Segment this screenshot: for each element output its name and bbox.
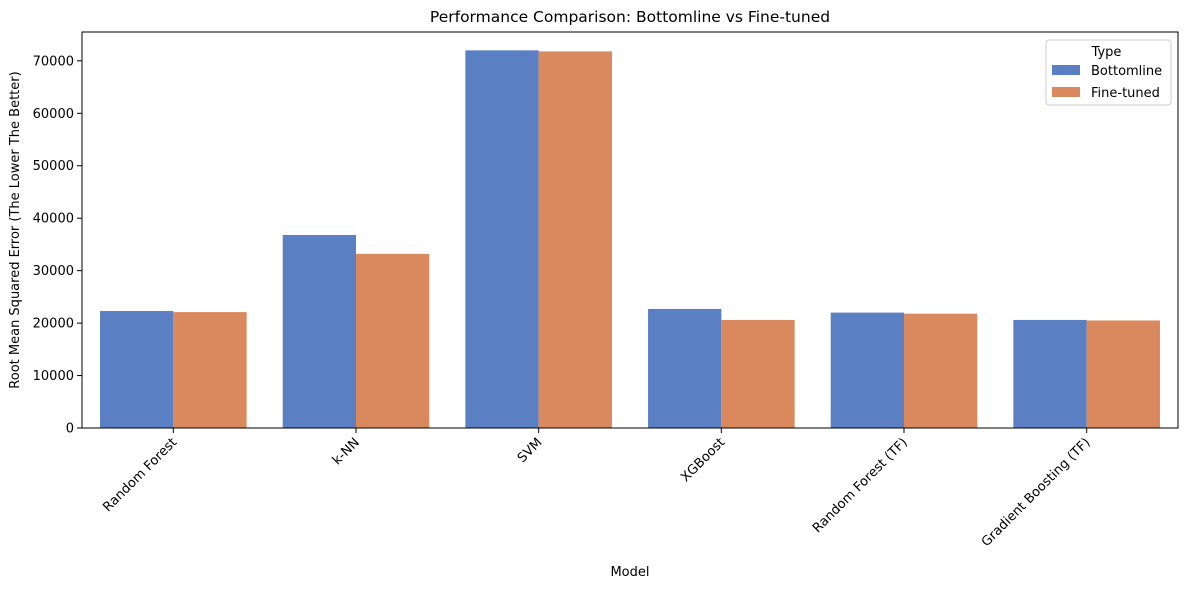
legend: Type Bottomline Fine-tuned	[1045, 39, 1172, 106]
bar-bottomline-2	[282, 234, 356, 428]
bar-bottomline-1	[100, 311, 174, 428]
x-tick-label: Random Forest	[100, 435, 180, 515]
x-tick-label: Random Forest (TF)	[810, 435, 911, 536]
axes-layer	[81, 31, 1179, 429]
bar-fine-tuned-4	[721, 319, 795, 428]
x-ticks: Random Forest k-NN SVM XGBoost Random Forest…	[100, 428, 1093, 550]
y-tick-label: 50000	[33, 159, 74, 174]
x-axis-label: Model	[610, 565, 649, 580]
x-tick-label: XGBoost	[678, 435, 728, 485]
bar-bottomline-5	[830, 312, 904, 428]
legend-swatch	[1052, 65, 1080, 75]
plot-frame	[81, 31, 1179, 429]
bar-fine-tuned-5	[904, 313, 978, 428]
bars-layer	[100, 50, 1160, 429]
bar-fine-tuned-1	[173, 312, 247, 428]
y-tick-label: 20000	[33, 317, 74, 332]
y-tick-label: 70000	[33, 54, 74, 69]
legend-title: Type	[1091, 45, 1122, 60]
legend-label: Fine-tuned	[1091, 86, 1160, 101]
y-tick-label: 10000	[33, 369, 74, 384]
y-tick-label: 40000	[33, 212, 74, 227]
x-tick-label: SVM	[515, 435, 546, 466]
y-tick-label: 60000	[33, 107, 74, 122]
legend-label: Bottomline	[1091, 64, 1162, 79]
y-axis-label: Root Mean Squared Error (The Lower The B…	[8, 71, 23, 388]
chart-title: Performance Comparison: Bottomline vs Fi…	[430, 8, 830, 26]
bar-fine-tuned-3	[538, 51, 612, 429]
legend-swatch	[1052, 87, 1080, 97]
y-tick-label: 30000	[33, 264, 74, 279]
y-ticks: 0 10000 20000 30000 40000 50000 60000 70000	[33, 54, 82, 437]
bar-fine-tuned-6	[1086, 320, 1160, 428]
x-tick-label: Gradient Boosting (TF)	[979, 435, 1094, 550]
bar-bottomline-6	[1013, 319, 1087, 428]
bar-bottomline-3	[465, 50, 539, 429]
x-tick-label: k-NN	[330, 435, 363, 468]
bar-bottomline-4	[648, 308, 722, 428]
bar-fine-tuned-2	[356, 253, 430, 428]
y-tick-label: 0	[66, 422, 74, 437]
